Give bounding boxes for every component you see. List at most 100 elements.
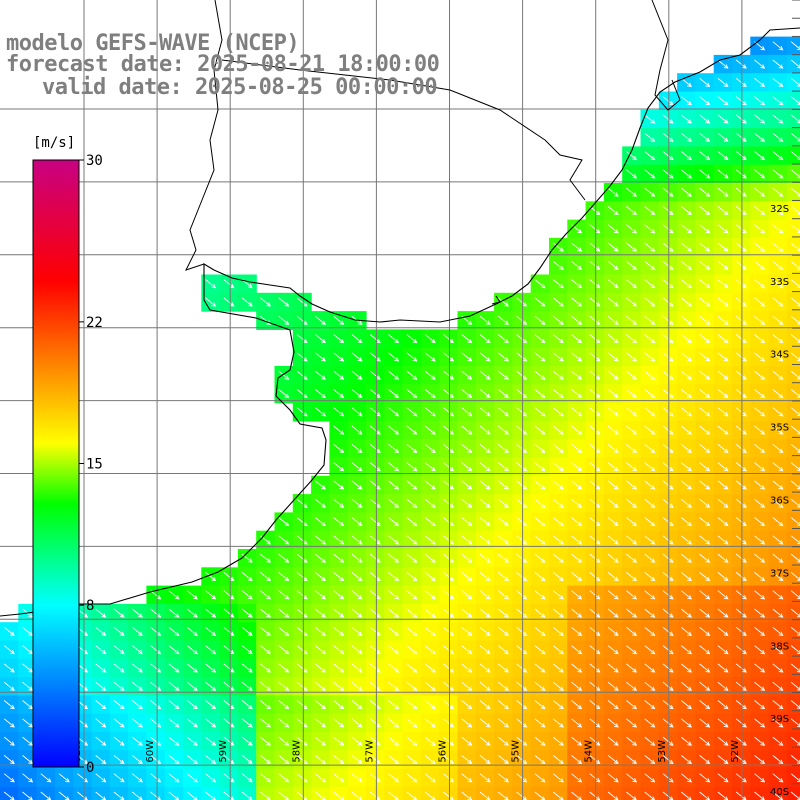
wind-arrow bbox=[626, 443, 638, 453]
wind-arrow bbox=[461, 389, 473, 399]
wind-arrow bbox=[424, 425, 436, 435]
wind-arrow bbox=[735, 425, 747, 435]
wind-arrow bbox=[369, 462, 381, 472]
wind-arrow bbox=[534, 517, 546, 527]
wind-arrow bbox=[278, 700, 290, 710]
wind-arrow bbox=[424, 389, 436, 399]
wind-arrow bbox=[424, 590, 436, 600]
wind-arrow bbox=[644, 645, 656, 655]
wind-arrow bbox=[607, 187, 619, 197]
wind-arrow bbox=[699, 187, 711, 197]
wind-arrow bbox=[516, 736, 528, 746]
wind-arrow bbox=[754, 114, 766, 124]
wind-arrow bbox=[626, 736, 638, 746]
wind-arrow bbox=[589, 572, 601, 582]
wind-arrow bbox=[333, 370, 345, 380]
wind-arrow bbox=[662, 480, 674, 490]
wind-arrow bbox=[735, 187, 747, 197]
wind-arrow bbox=[772, 425, 784, 435]
wind-arrow bbox=[351, 718, 363, 728]
wind-arrow bbox=[516, 572, 528, 582]
wind-arrow bbox=[461, 498, 473, 508]
wind-arrow bbox=[735, 535, 747, 545]
wind-arrow bbox=[205, 736, 217, 746]
wind-arrow bbox=[186, 681, 198, 691]
wind-cell bbox=[164, 786, 184, 800]
lat-label: 38S bbox=[770, 641, 789, 652]
wind-arrow bbox=[443, 407, 455, 417]
wind-arrow bbox=[644, 151, 656, 161]
wind-arrow bbox=[772, 151, 784, 161]
wind-arrow bbox=[699, 352, 711, 362]
wind-arrow bbox=[406, 755, 418, 765]
wind-arrow bbox=[168, 773, 180, 783]
wind-arrow bbox=[369, 407, 381, 417]
wind-cell bbox=[713, 786, 733, 800]
wind-arrow bbox=[424, 498, 436, 508]
wind-arrow bbox=[644, 389, 656, 399]
wind-arrow bbox=[424, 681, 436, 691]
wind-arrow bbox=[406, 553, 418, 563]
wind-arrow bbox=[699, 370, 711, 380]
wind-arrow bbox=[772, 535, 784, 545]
wind-arrow bbox=[717, 626, 729, 636]
wind-arrow bbox=[772, 736, 784, 746]
wind-arrow bbox=[388, 535, 400, 545]
wind-arrow bbox=[717, 498, 729, 508]
lat-label: 36S bbox=[770, 496, 789, 507]
wind-arrow bbox=[278, 389, 290, 399]
wind-arrow bbox=[388, 700, 400, 710]
wind-arrow bbox=[571, 407, 583, 417]
wind-arrow bbox=[772, 260, 784, 270]
wind-arrow bbox=[571, 773, 583, 783]
wind-arrow bbox=[772, 59, 784, 69]
wind-arrow bbox=[717, 645, 729, 655]
wind-arrow bbox=[260, 608, 272, 618]
wind-arrow bbox=[351, 352, 363, 362]
wind-arrow bbox=[241, 572, 253, 582]
wind-arrow bbox=[461, 425, 473, 435]
wind-arrow bbox=[369, 443, 381, 453]
wind-arrow bbox=[113, 608, 125, 618]
wind-arrow bbox=[772, 96, 784, 106]
wind-arrow bbox=[424, 462, 436, 472]
wind-arrow bbox=[735, 132, 747, 142]
wind-arrow bbox=[626, 315, 638, 325]
wind-arrow bbox=[388, 718, 400, 728]
wind-arrow bbox=[223, 755, 235, 765]
wind-cell bbox=[786, 549, 800, 568]
wind-arrow bbox=[479, 700, 491, 710]
wind-arrow bbox=[644, 370, 656, 380]
wind-arrow bbox=[644, 462, 656, 472]
wind-arrow bbox=[735, 498, 747, 508]
wind-arrow bbox=[534, 370, 546, 380]
wind-arrow bbox=[735, 462, 747, 472]
wind-arrow bbox=[717, 297, 729, 307]
colorbar-tick-label: 30 bbox=[86, 153, 103, 169]
wind-arrow bbox=[406, 773, 418, 783]
wind-cell bbox=[786, 457, 800, 477]
wind-arrow bbox=[662, 169, 674, 179]
wind-arrow bbox=[150, 590, 162, 600]
wind-arrow bbox=[186, 645, 198, 655]
wind-arrow bbox=[754, 626, 766, 636]
wind-arrow bbox=[95, 755, 107, 765]
colorbar-bar bbox=[32, 159, 80, 768]
wind-arrow bbox=[589, 773, 601, 783]
wind-cell bbox=[73, 786, 93, 800]
wind-arrow bbox=[607, 517, 619, 527]
wind-arrow bbox=[735, 626, 747, 636]
wind-arrow bbox=[662, 187, 674, 197]
wind-arrow bbox=[534, 553, 546, 563]
wind-arrow bbox=[315, 334, 326, 344]
wind-arrow bbox=[571, 736, 583, 746]
wind-arrow bbox=[571, 389, 583, 399]
wind-arrow bbox=[754, 663, 766, 673]
wind-arrow bbox=[571, 242, 583, 252]
wind-arrow bbox=[369, 755, 381, 765]
wind-arrow bbox=[571, 498, 583, 508]
wind-arrow bbox=[717, 517, 729, 527]
wind-arrow bbox=[406, 517, 418, 527]
wind-arrow bbox=[333, 590, 345, 600]
wind-arrow bbox=[260, 773, 272, 783]
